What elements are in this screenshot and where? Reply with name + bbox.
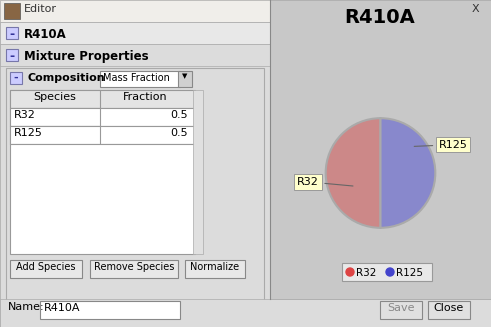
Bar xyxy=(0,0,491,22)
Bar xyxy=(10,260,82,278)
Bar xyxy=(0,22,270,44)
Bar xyxy=(185,260,245,278)
Text: Save: Save xyxy=(387,303,415,313)
Bar xyxy=(10,108,195,126)
Text: Close: Close xyxy=(434,303,464,313)
Bar xyxy=(100,71,180,87)
Circle shape xyxy=(346,268,354,276)
Bar xyxy=(6,49,18,61)
Text: Normalize: Normalize xyxy=(191,262,240,272)
Text: R125: R125 xyxy=(396,268,423,278)
Text: ▼: ▼ xyxy=(182,73,188,79)
Text: Composition: Composition xyxy=(28,73,106,83)
Bar xyxy=(40,301,180,319)
Bar xyxy=(10,90,195,108)
Bar xyxy=(4,3,20,19)
Bar xyxy=(10,126,195,144)
Bar xyxy=(6,68,264,301)
Bar xyxy=(342,263,432,281)
Wedge shape xyxy=(326,118,381,228)
Text: R125: R125 xyxy=(414,140,467,150)
Bar xyxy=(0,44,270,66)
Text: R410A: R410A xyxy=(44,303,81,313)
Bar xyxy=(10,108,100,126)
Circle shape xyxy=(386,268,394,276)
Text: X: X xyxy=(471,4,479,14)
Text: R410A: R410A xyxy=(24,28,67,41)
Bar xyxy=(178,71,192,87)
Text: R32: R32 xyxy=(356,268,377,278)
Text: R32: R32 xyxy=(14,110,36,120)
Text: Species: Species xyxy=(33,92,77,102)
Bar xyxy=(10,72,260,92)
Bar xyxy=(0,22,270,327)
Text: 0.5: 0.5 xyxy=(170,110,188,120)
Text: Add Species: Add Species xyxy=(16,262,76,272)
Text: R410A: R410A xyxy=(345,8,415,27)
Text: Mixture Properties: Mixture Properties xyxy=(24,50,149,63)
Text: R32: R32 xyxy=(297,177,353,187)
Wedge shape xyxy=(381,118,436,228)
Text: Remove Species: Remove Species xyxy=(94,262,174,272)
Text: R125: R125 xyxy=(14,128,43,138)
Text: Fraction: Fraction xyxy=(123,92,167,102)
Text: Mass Fraction: Mass Fraction xyxy=(103,73,170,83)
Text: -: - xyxy=(9,28,15,41)
Text: -: - xyxy=(14,73,18,83)
Bar xyxy=(380,301,422,319)
Text: 0.5: 0.5 xyxy=(170,128,188,138)
Bar xyxy=(193,90,203,254)
Bar xyxy=(90,260,178,278)
Bar xyxy=(10,126,100,144)
Bar xyxy=(10,72,22,84)
Bar xyxy=(6,27,18,39)
Text: -: - xyxy=(9,50,15,63)
Bar xyxy=(428,301,470,319)
Bar xyxy=(10,144,195,254)
Text: Editor: Editor xyxy=(24,4,57,14)
Bar xyxy=(10,90,100,108)
Bar xyxy=(270,0,491,299)
Text: Name:: Name: xyxy=(8,302,45,312)
Bar xyxy=(0,299,491,327)
